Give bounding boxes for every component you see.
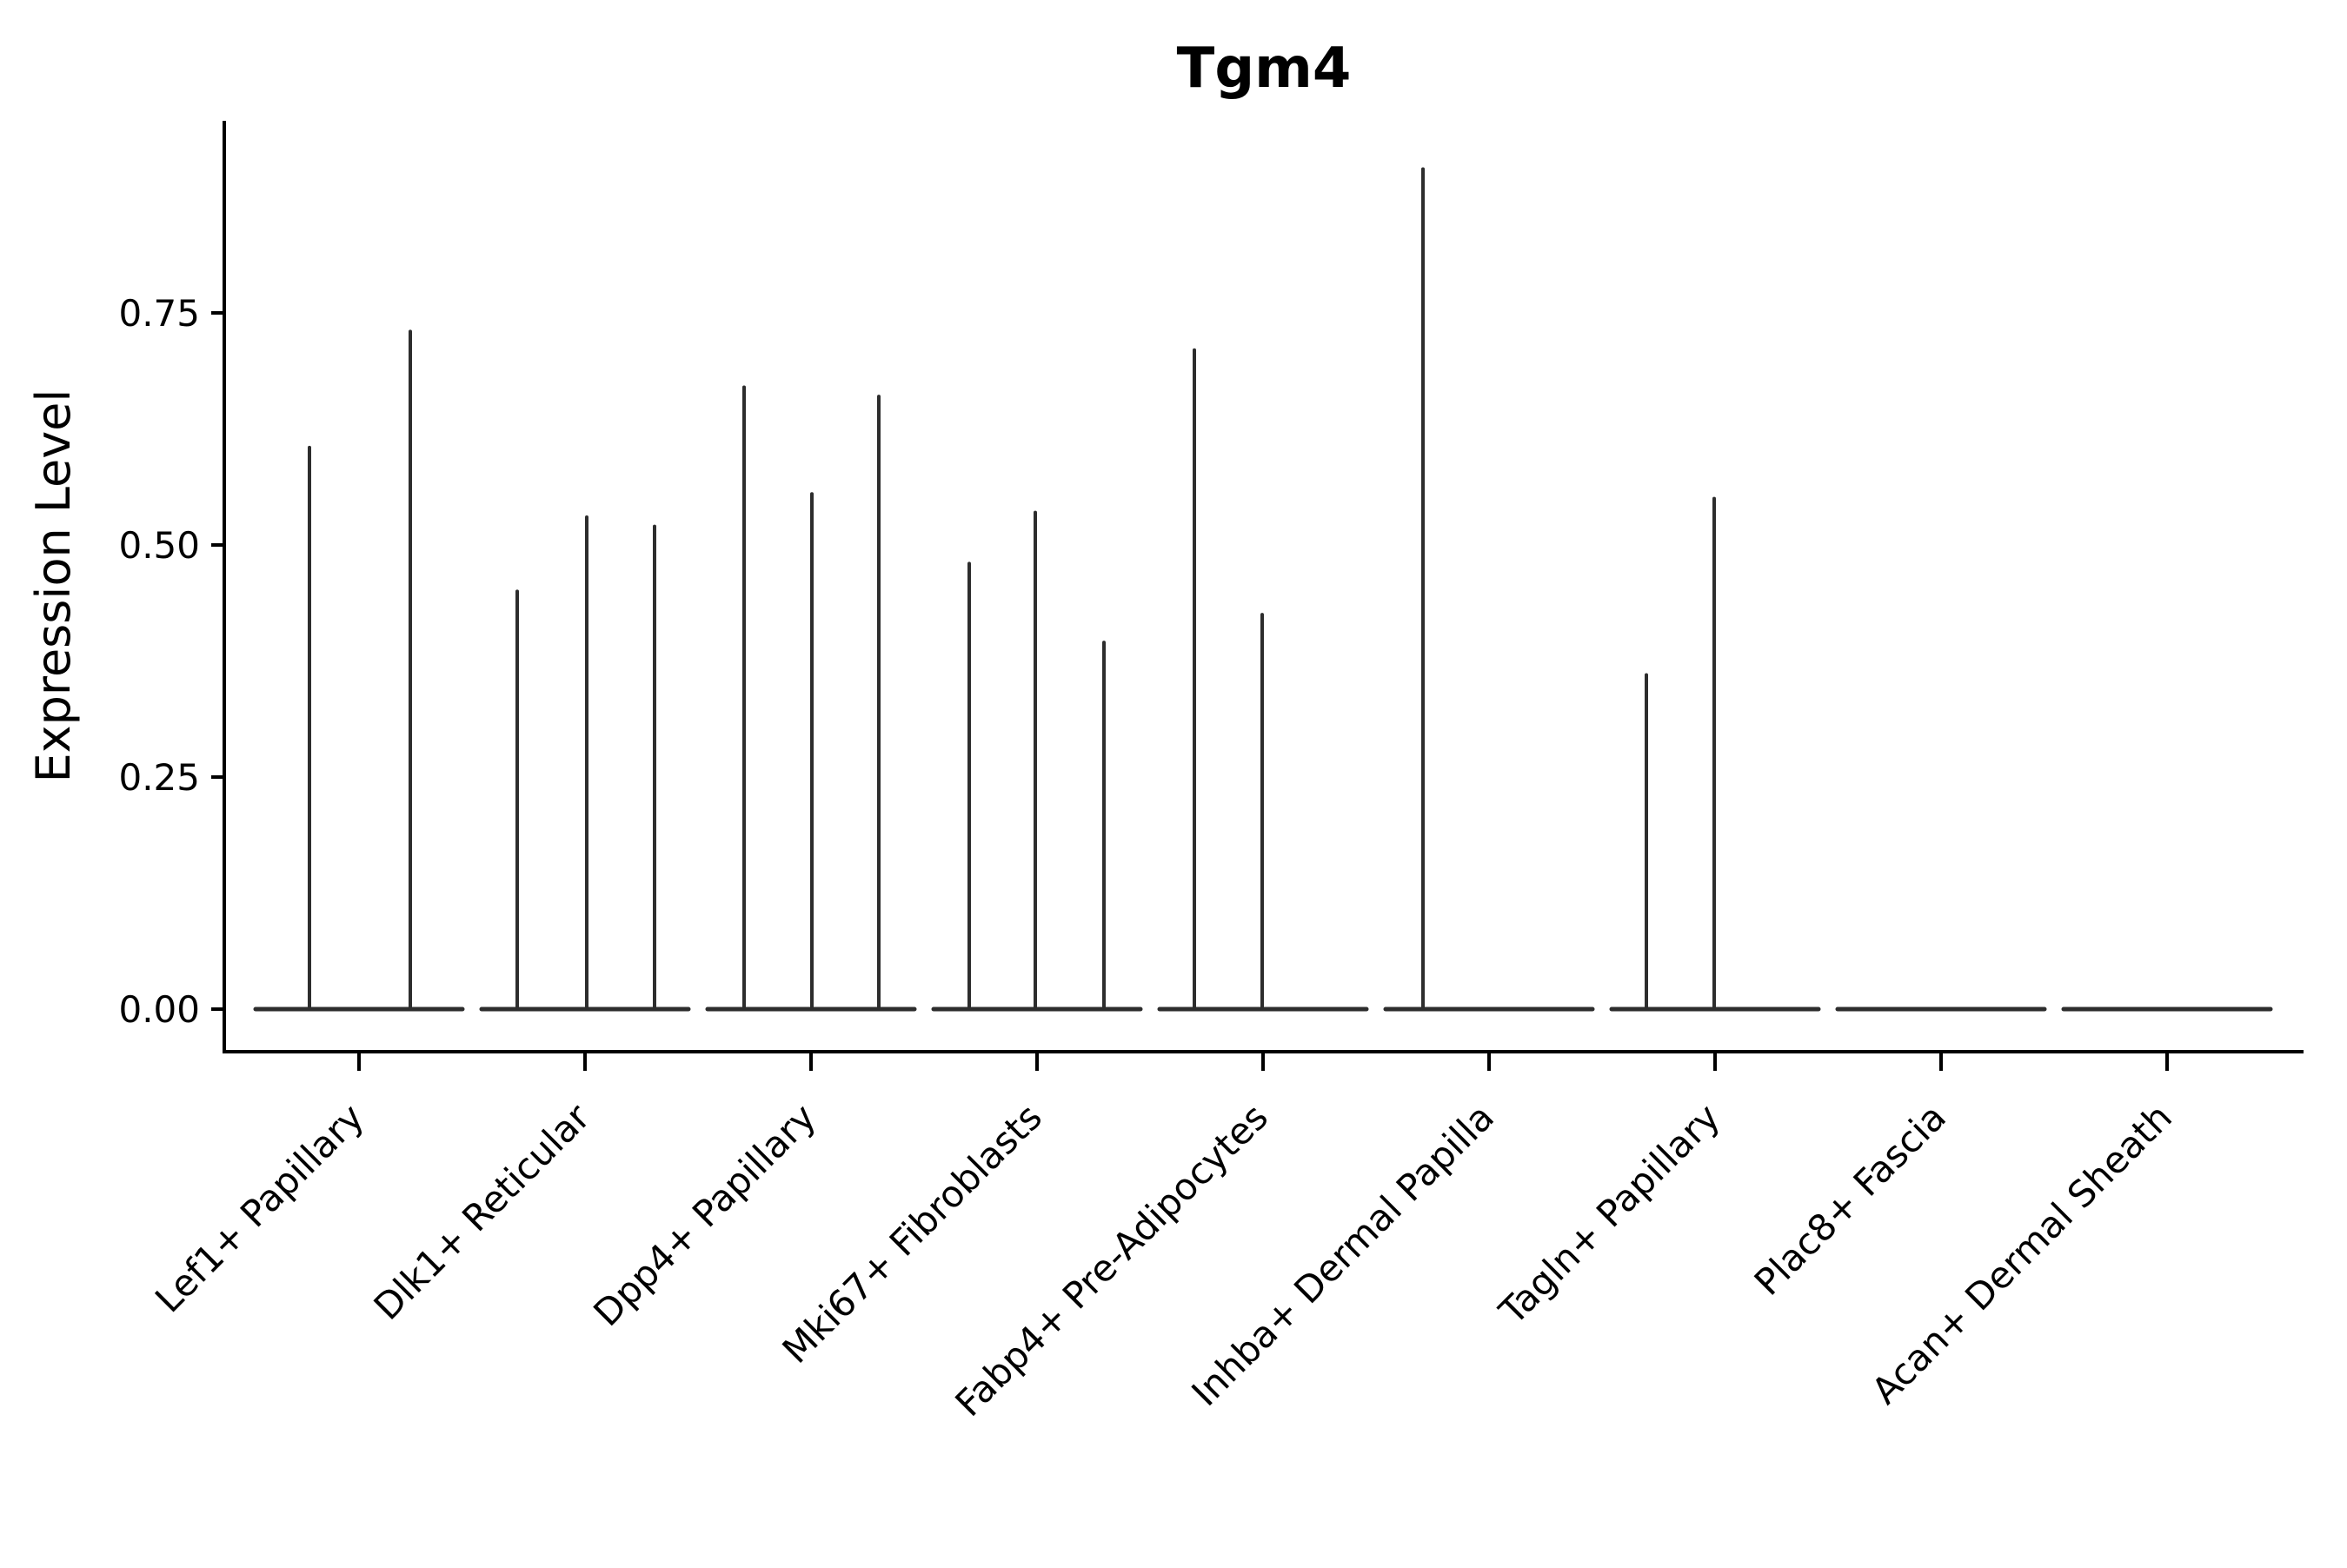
violins-layer [253, 167, 2273, 1012]
y-tick-label: 0.00 [118, 988, 200, 1031]
x-category-label: Tagln+ Papillary [1491, 1095, 1728, 1332]
x-category-label: Lef1+ Papillary [147, 1095, 372, 1320]
x-category-label: Mki67+ Fibroblasts [775, 1095, 1050, 1371]
axes-layer [211, 121, 2304, 1071]
x-category-label: Plac8+ Fascia [1746, 1095, 1954, 1303]
y-tick-label: 0.50 [118, 524, 200, 567]
x-category-label: Dlk1+ Reticular [366, 1095, 599, 1328]
axis-spines [223, 121, 2304, 1053]
x-category-label: Dpp4+ Papillary [585, 1095, 824, 1334]
plot-title: Tgm4 [1177, 37, 1352, 101]
y-tick-label: 0.75 [118, 292, 200, 335]
y-axis-title: Expression Level [26, 389, 81, 783]
y-tick-label: 0.25 [118, 756, 200, 799]
